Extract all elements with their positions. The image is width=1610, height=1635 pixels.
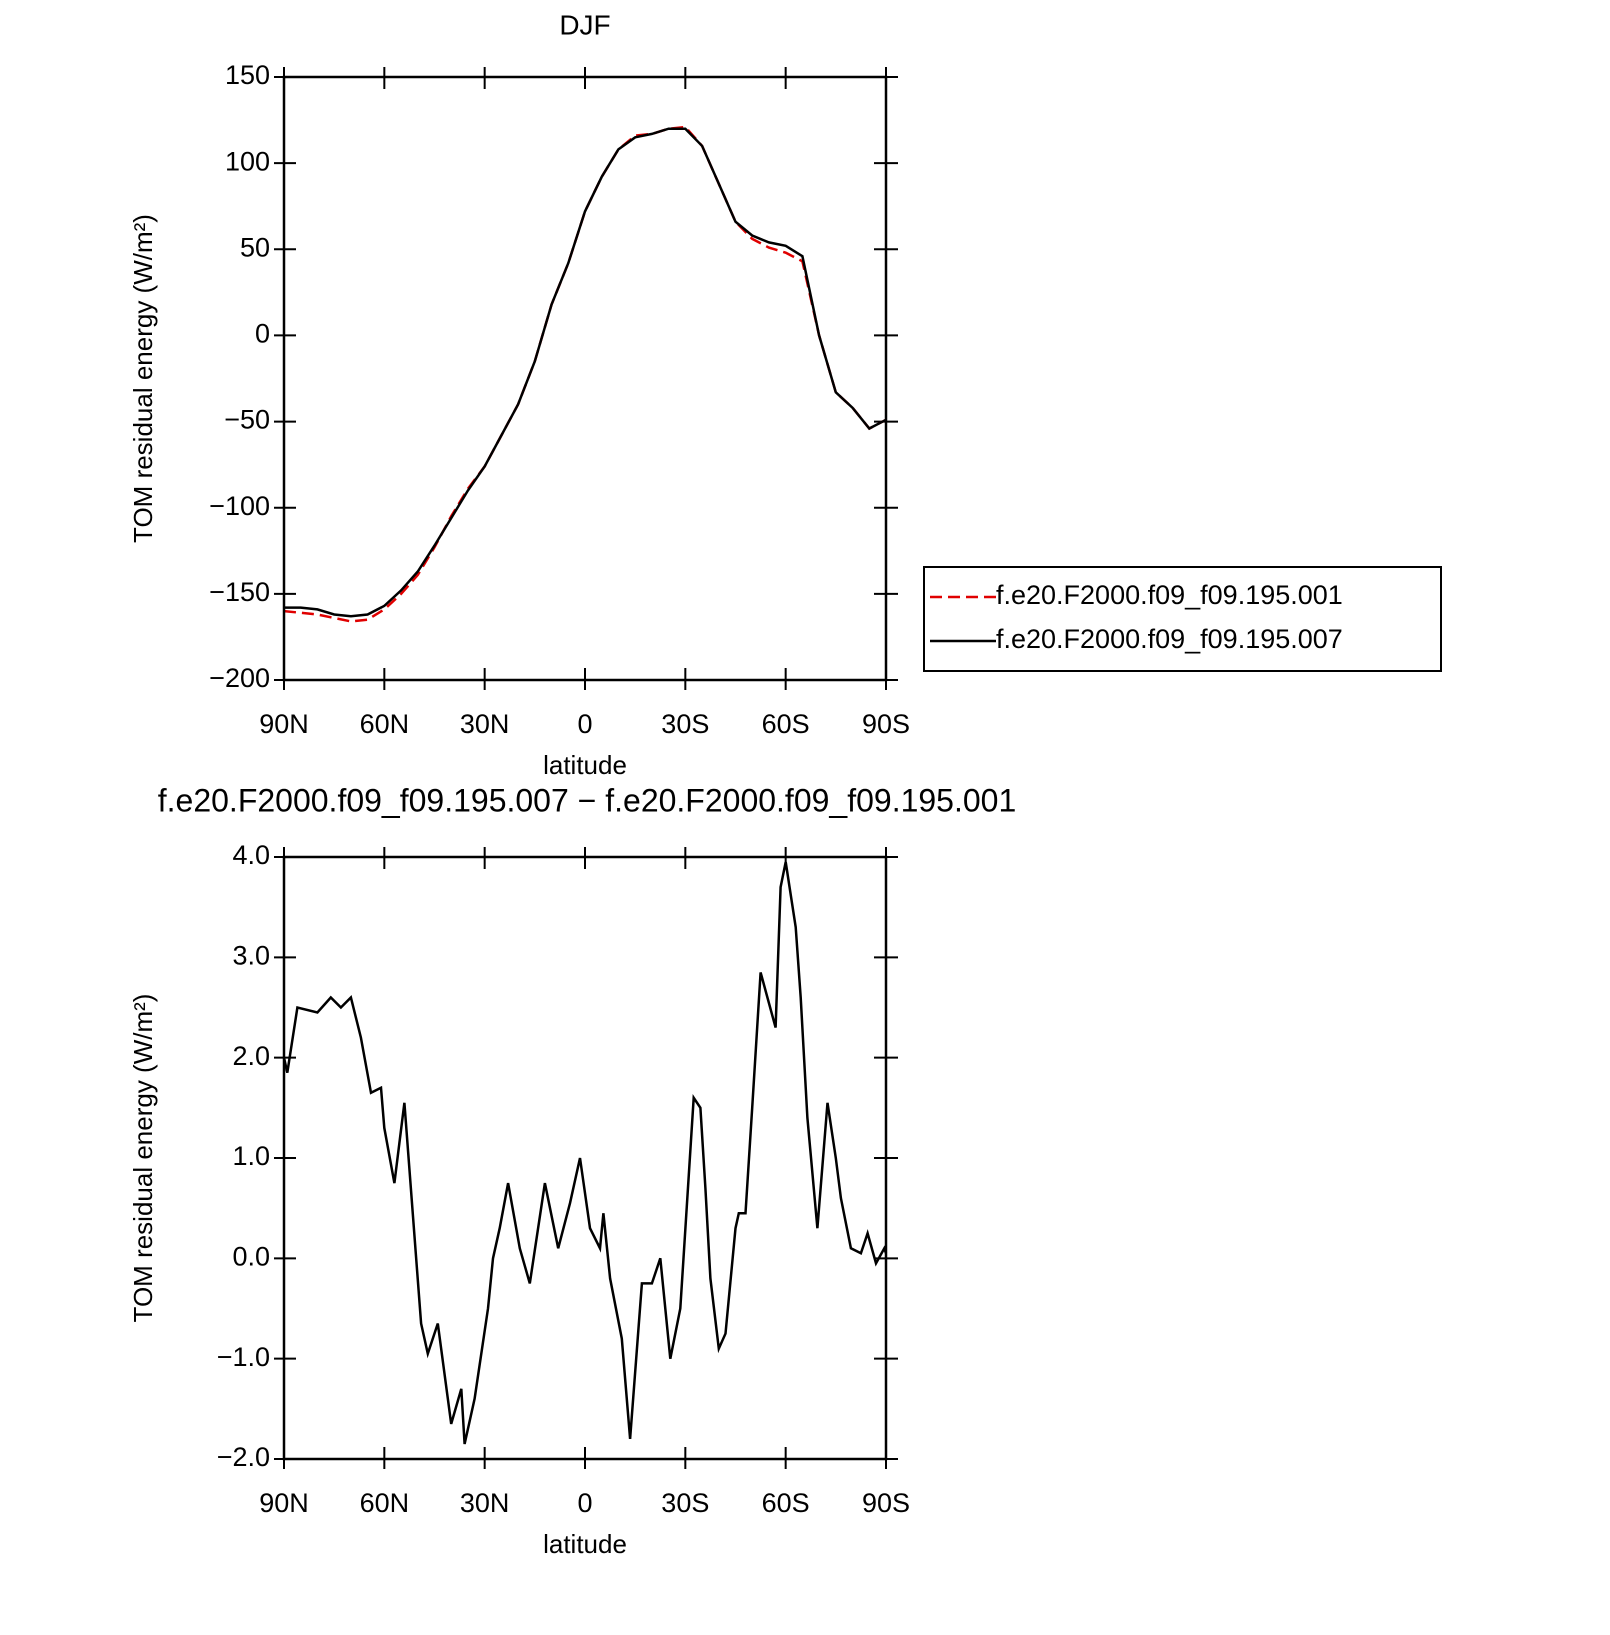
x-axis-label: latitude (543, 1529, 627, 1559)
y-tick-label: −2.0 (217, 1442, 270, 1472)
data-line (283, 125, 887, 623)
y-tick-label: 3.0 (232, 940, 270, 970)
x-tick-label: 60S (762, 709, 810, 739)
x-axis-label: latitude (543, 750, 627, 780)
data-line (282, 861, 888, 1445)
x-tick-label: 0 (577, 709, 592, 739)
x-tick-label: 90S (862, 1488, 910, 1518)
y-tick-label: −150 (209, 577, 270, 607)
y-tick-label: −50 (224, 405, 270, 435)
x-tick-label: 60N (360, 709, 410, 739)
x-tick-label: 30N (460, 1488, 510, 1518)
data-line (284, 127, 887, 618)
x-tick-label: 90N (259, 1488, 309, 1518)
x-tick-label: 90S (862, 709, 910, 739)
x-tick-label: 0 (577, 1488, 592, 1518)
y-tick-label: 150 (225, 60, 270, 90)
x-tick-label: 90N (259, 709, 309, 739)
y-tick-label: 50 (240, 232, 270, 262)
y-tick-label: 2.0 (232, 1041, 270, 1071)
y-tick-label: 4.0 (232, 840, 270, 870)
y-tick-label: −100 (209, 491, 270, 521)
y-tick-label: −200 (209, 663, 270, 693)
plot-frame (282, 75, 888, 682)
x-tick-label: 30N (460, 709, 510, 739)
x-tick-label: 60S (762, 1488, 810, 1518)
y-tick-label: 100 (225, 146, 270, 176)
legend-box (923, 566, 1442, 672)
x-tick-label: 30S (661, 709, 709, 739)
legend-label: f.e20.F2000.f09_f09.195.001 (996, 580, 1343, 610)
y-tick-label: 0 (255, 319, 270, 349)
y-tick-label: 0.0 (232, 1241, 270, 1271)
y-axis-label: TOM residual energy (W/m²) (128, 214, 158, 543)
y-tick-label: 1.0 (232, 1141, 270, 1171)
x-tick-label: 60N (360, 1488, 410, 1518)
y-tick-label: −1.0 (217, 1342, 270, 1372)
plot-frame (282, 855, 888, 1461)
chart-title: f.e20.F2000.f09_f09.195.007 − f.e20.F200… (158, 782, 1017, 818)
legend-label: f.e20.F2000.f09_f09.195.007 (996, 624, 1343, 654)
chart-title: DJF (559, 9, 610, 40)
y-axis-label: TOM residual energy (W/m²) (128, 994, 158, 1323)
x-tick-label: 30S (661, 1488, 709, 1518)
